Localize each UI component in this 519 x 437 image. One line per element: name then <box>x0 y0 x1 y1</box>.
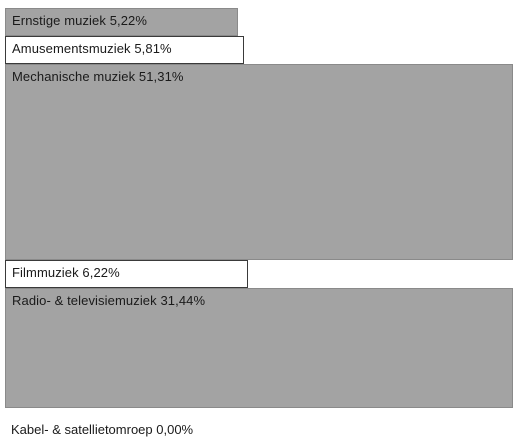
stacked-percentage-bars: Ernstige muziek 5,22% Amusementsmuziek 5,… <box>5 8 513 437</box>
bar-label-ernstige-muziek: Ernstige muziek 5,22% <box>12 13 148 28</box>
bar-label-mechanische-muziek: Mechanische muziek 51,31% <box>12 69 184 84</box>
bar-label-kabel-satellietomroep: Kabel- & satellietomroep 0,00% <box>11 422 194 437</box>
bar-label-filmmuziek: Filmmuziek 6,22% <box>12 265 120 280</box>
bar-amusementsmuziek: Amusementsmuziek 5,81% <box>5 36 244 64</box>
bar-ernstige-muziek: Ernstige muziek 5,22% <box>5 8 238 36</box>
bar-radio-televisiemuziek: Radio- & televisiemuziek 31,44% <box>5 288 513 408</box>
bar-mechanische-muziek: Mechanische muziek 51,31% <box>5 64 513 260</box>
bar-label-radio-televisiemuziek: Radio- & televisiemuziek 31,44% <box>12 293 206 308</box>
bar-label-amusementsmuziek: Amusementsmuziek 5,81% <box>12 41 172 56</box>
bar-filmmuziek: Filmmuziek 6,22% <box>5 260 248 288</box>
